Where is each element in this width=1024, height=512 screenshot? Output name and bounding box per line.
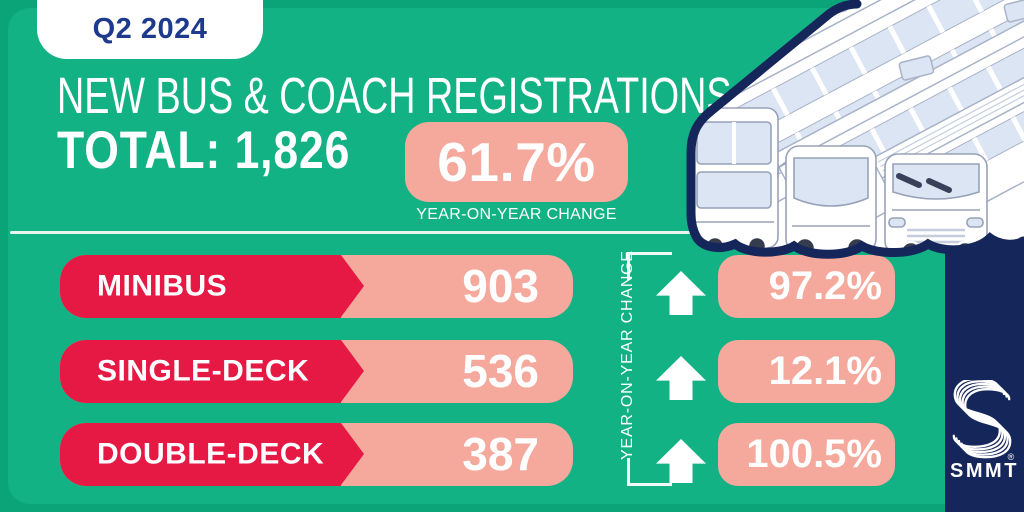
total-change-caption: YEAR-ON-YEAR CHANGE (416, 206, 617, 223)
bar-red-segment (60, 340, 341, 403)
bar-chevron-icon (341, 255, 364, 317)
category-bar-minibus: MINIBUS 903 (60, 255, 573, 318)
period-badge: Q2 2024 (37, 0, 263, 59)
total-line: TOTAL: 1,826 (57, 121, 350, 180)
bracket-top (627, 252, 672, 280)
page-title: NEW BUS & COACH REGISTRATIONS (57, 67, 732, 124)
bar-label: MINIBUS (97, 268, 228, 302)
total-change-value: 61.7% (437, 131, 596, 193)
change-value: 100.5% (746, 432, 882, 476)
bar-value: 536 (462, 344, 539, 397)
total-change-badge: 61.7% (405, 122, 628, 202)
section-divider (10, 231, 692, 234)
total-label: TOTAL: (57, 121, 222, 180)
change-value: 12.1% (768, 349, 882, 393)
change-badge-minibus: 97.2% (718, 255, 895, 318)
change-badge-double-deck: 100.5% (718, 423, 895, 486)
total-value: 1,826 (234, 121, 351, 180)
buses-illustration-icon (686, 0, 1024, 259)
double-decker-front (687, 107, 779, 257)
smmt-wordmark: SMMT (950, 460, 1019, 482)
category-bar-single-deck: SINGLE-DECK 536 (60, 340, 573, 403)
bar-value: 387 (462, 427, 539, 480)
bracket-bottom (627, 458, 672, 486)
registered-mark: ® (1008, 452, 1015, 462)
bar-chevron-icon (341, 340, 364, 402)
change-badge-single-deck: 12.1% (718, 340, 895, 403)
bar-red-segment (60, 255, 341, 318)
period-badge-label: Q2 2024 (92, 13, 208, 45)
smmt-logo-icon: ® (952, 380, 1015, 462)
category-bar-double-deck: DOUBLE-DECK 387 (60, 423, 573, 486)
yoy-change-vertical-label: YEAR-ON-YEAR CHANGE (619, 250, 636, 460)
bar-red-segment (60, 423, 341, 486)
bar-label: DOUBLE-DECK (97, 436, 325, 470)
bar-value: 903 (462, 259, 539, 312)
bar-chevron-icon (341, 423, 364, 485)
change-value: 97.2% (768, 264, 882, 308)
bar-label: SINGLE-DECK (97, 353, 310, 387)
